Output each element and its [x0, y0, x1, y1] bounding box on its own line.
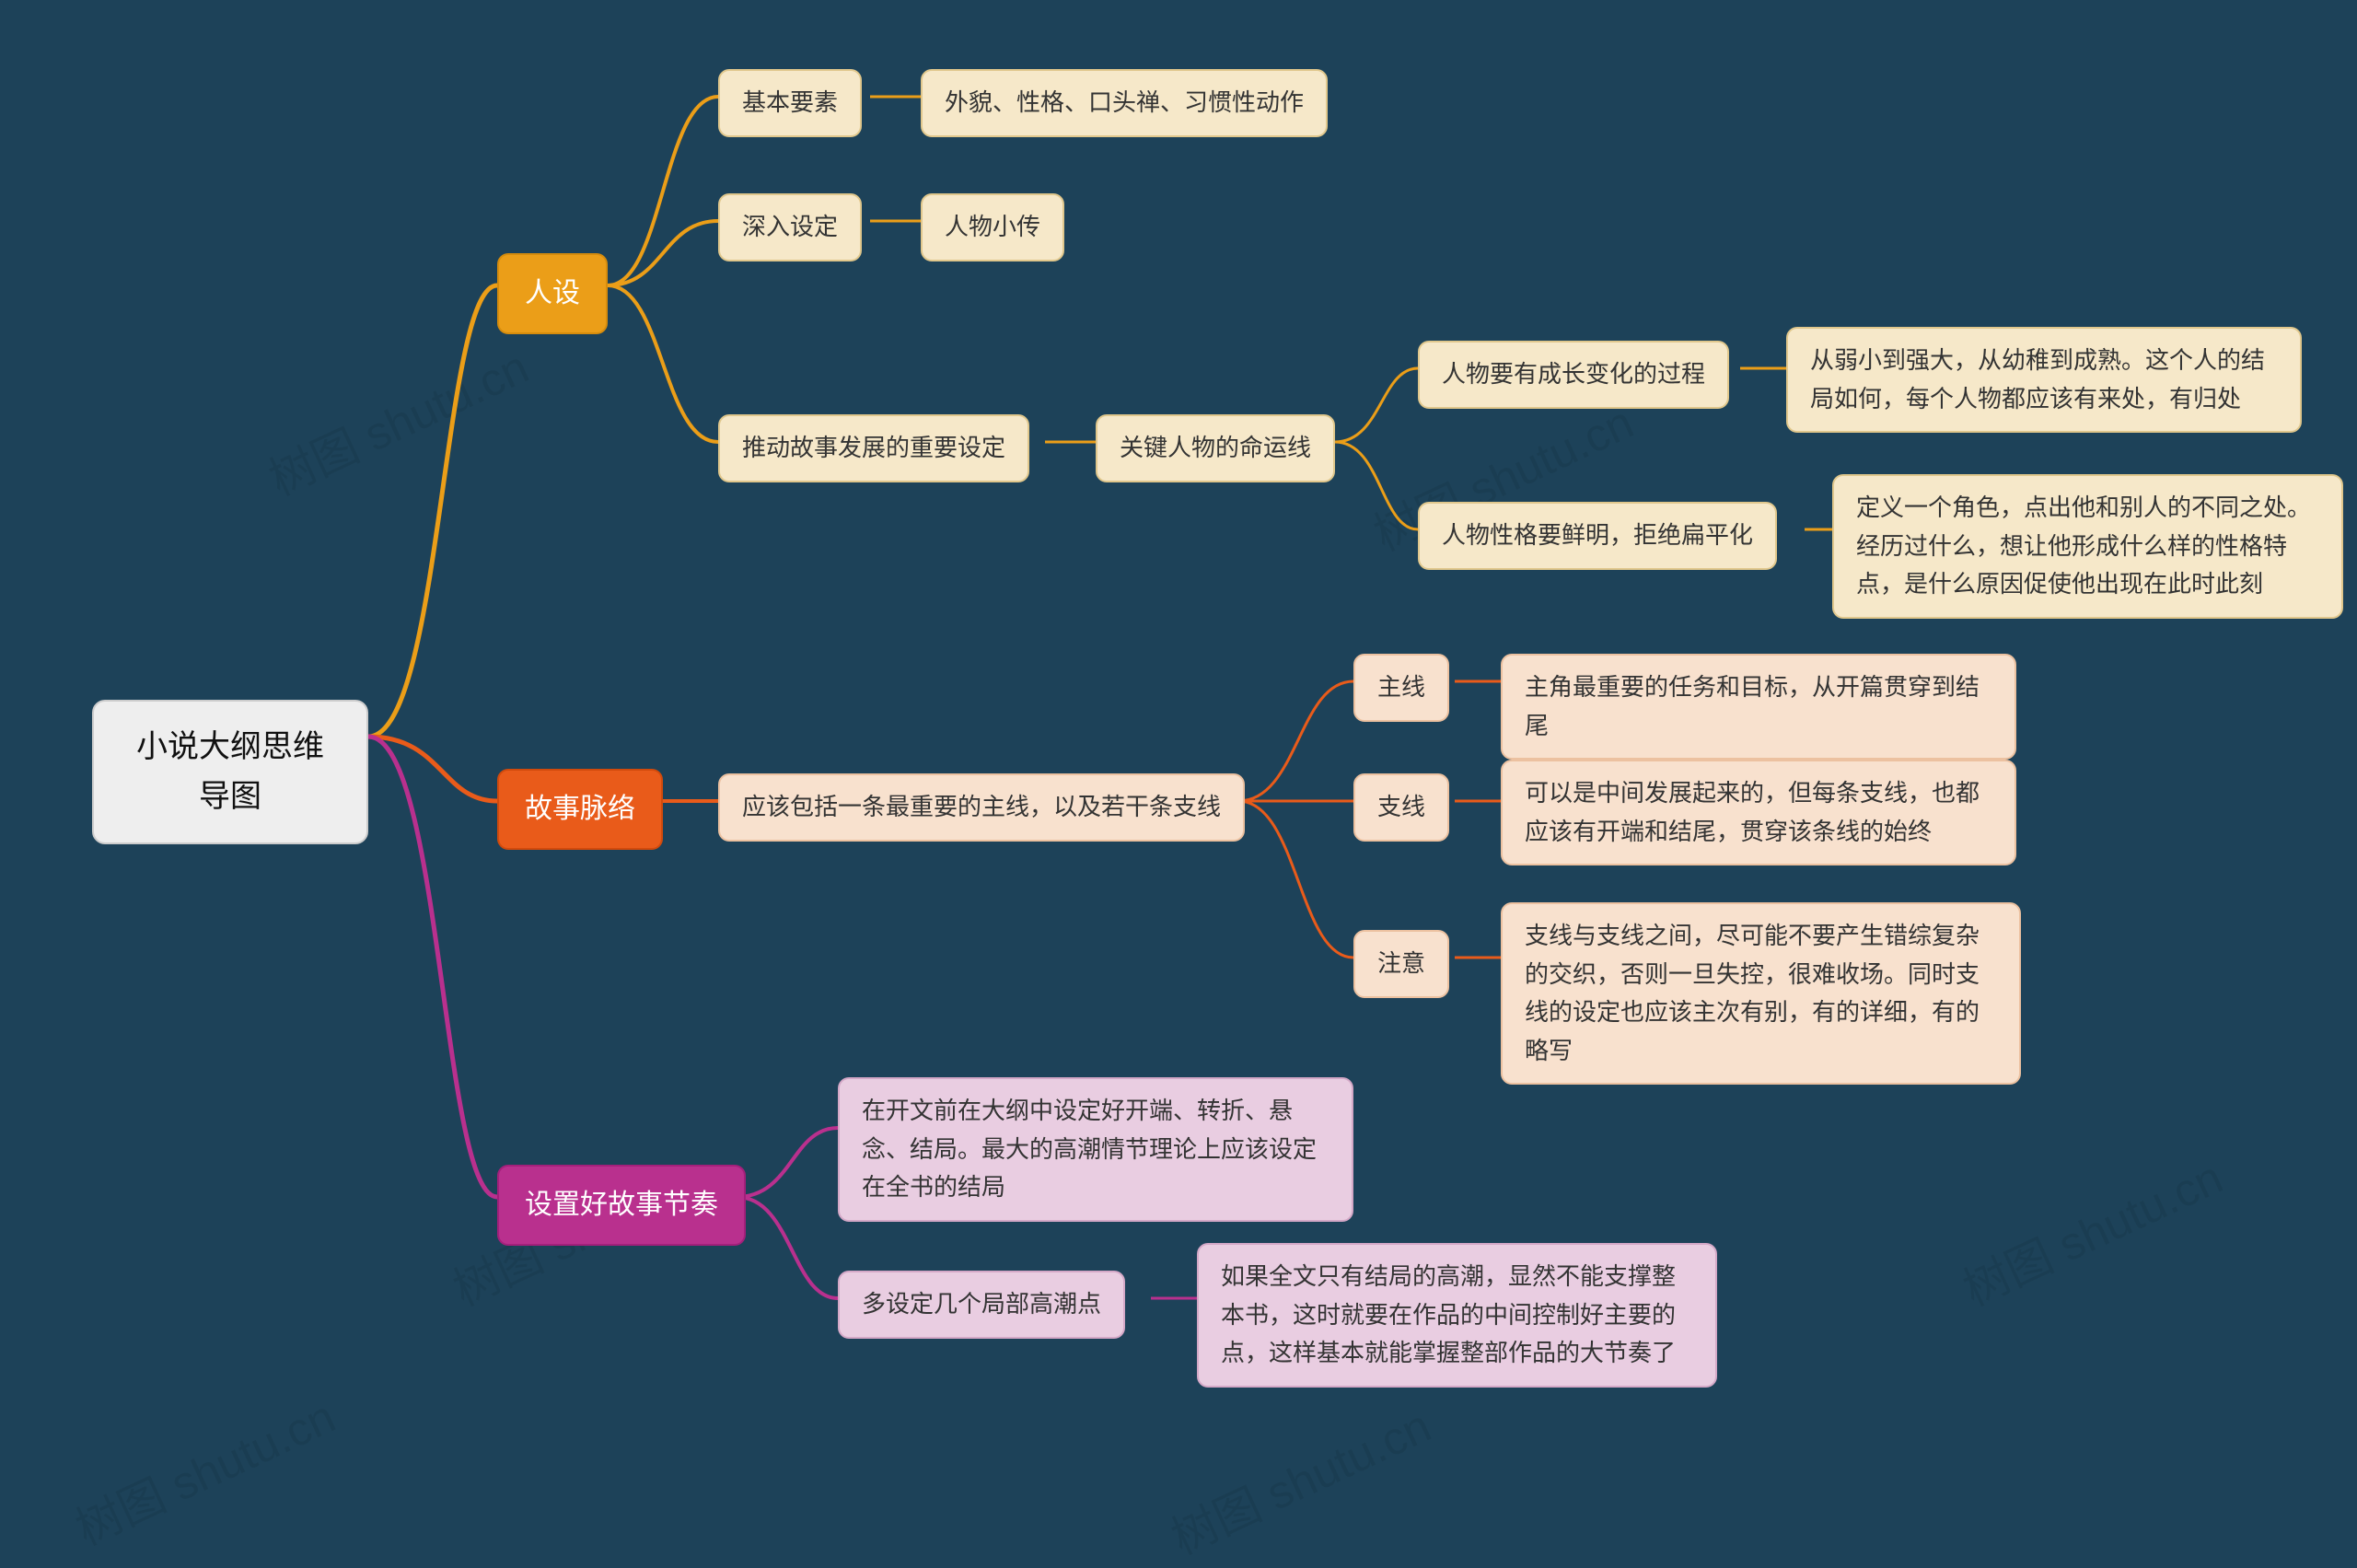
- branch-gushi: 故事脉络: [497, 769, 663, 850]
- branch-jiezou: 设置好故事节奏: [497, 1165, 746, 1246]
- watermark: 树图 shutu.cn: [1159, 1389, 1440, 1567]
- watermark: 树图 shutu.cn: [1951, 1141, 2232, 1318]
- node-gaochao: 多设定几个局部高潮点: [838, 1271, 1125, 1339]
- node-shenrusheding: 深入设定: [718, 193, 862, 261]
- node-zhuyi: 注意: [1353, 930, 1449, 998]
- node-gaochao-leaf: 如果全文只有结局的高潮，显然不能支撑整本书，这时就要在作品的中间控制好主要的点，…: [1197, 1243, 1717, 1388]
- watermark: 树图 shutu.cn: [257, 331, 538, 508]
- node-zhixian: 支线: [1353, 773, 1449, 842]
- node-kaiduan: 在开文前在大纲中设定好开端、转折、悬念、结局。最大的高潮情节理论上应该设定在全书…: [838, 1077, 1353, 1222]
- node-zhuixian-desc: 应该包括一条最重要的主线，以及若干条支线: [718, 773, 1245, 842]
- root-node: 小说大纲思维导图: [92, 700, 368, 844]
- node-jibenyaosu-leaf: 外貌、性格、口头禅、习惯性动作: [921, 69, 1328, 137]
- node-chengzhang: 人物要有成长变化的过程: [1418, 341, 1729, 409]
- watermark: 树图 shutu.cn: [64, 1380, 344, 1558]
- branch-renwu: 人设: [497, 253, 608, 334]
- node-xingge-leaf: 定义一个角色，点出他和别人的不同之处。经历过什么，想让他形成什么样的性格特点，是…: [1832, 474, 2343, 619]
- node-zhuyi-leaf: 支线与支线之间，尽可能不要产生错综复杂的交织，否则一旦失控，很难收场。同时支线的…: [1501, 902, 2021, 1085]
- node-zhuxian: 主线: [1353, 654, 1449, 722]
- node-zhixian-leaf: 可以是中间发展起来的，但每条支线，也都应该有开端和结尾，贯穿该条线的始终: [1501, 760, 2016, 865]
- node-mingyunxian: 关键人物的命运线: [1096, 414, 1335, 482]
- node-shenrusheding-leaf: 人物小传: [921, 193, 1064, 261]
- node-xingge: 人物性格要鲜明，拒绝扁平化: [1418, 502, 1777, 570]
- node-chengzhang-leaf: 从弱小到强大，从幼稚到成熟。这个人的结局如何，每个人物都应该有来处，有归处: [1786, 327, 2302, 433]
- node-jibenyaosu: 基本要素: [718, 69, 862, 137]
- node-tuidong: 推动故事发展的重要设定: [718, 414, 1029, 482]
- node-zhuxian-leaf: 主角最重要的任务和目标，从开篇贯穿到结尾: [1501, 654, 2016, 760]
